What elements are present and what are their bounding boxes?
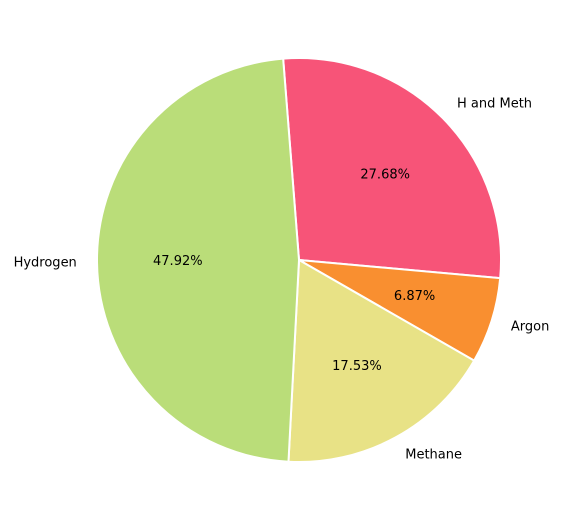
value-label: 6.87% (394, 289, 435, 304)
value-label: 17.53% (332, 359, 382, 374)
pie-slice (282, 57, 502, 280)
slice-label: Hydrogen (14, 255, 77, 270)
slice-label: Argon (511, 319, 549, 334)
slice-label: Methane (405, 448, 462, 463)
value-label: 47.92% (153, 254, 203, 269)
pie-slice (287, 258, 476, 463)
pie-slice (96, 57, 301, 463)
value-label: 27.68% (360, 167, 410, 182)
slice-label: H and Meth (457, 96, 532, 111)
